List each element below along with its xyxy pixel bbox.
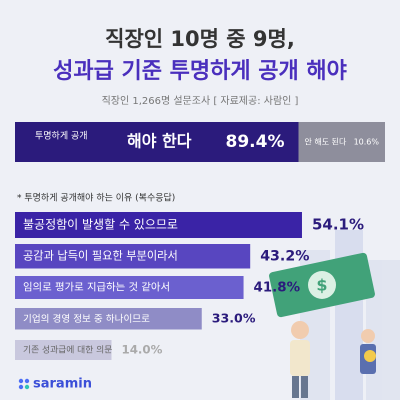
logo: saramin (18, 377, 92, 392)
category-label: 안 해도 된다 (305, 137, 348, 147)
bar (15, 212, 302, 238)
category-label: 기업의 경영 정보 중 하나이므로 (23, 313, 150, 325)
category-label: 해야 한다 (127, 132, 192, 151)
bar (15, 308, 202, 330)
value-label: 14.0% (122, 343, 163, 357)
value-label: 89.4% (226, 132, 285, 152)
logo-text: saramin (33, 377, 92, 392)
bar (15, 276, 244, 299)
bar-segment (298, 122, 385, 162)
value-label: 10.6% (354, 138, 380, 147)
bar-segment (15, 122, 299, 162)
title: 직장인 10명 중 9명, (105, 27, 295, 51)
value-label: 33.0% (212, 310, 256, 325)
value-label: 41.8% (254, 281, 300, 296)
bar (15, 244, 251, 269)
bar (15, 340, 112, 360)
subtitle: 직장인 1,266명 설문조사 [ 자료제공: 사람인 ] (102, 94, 299, 107)
category-label: 기존 성과급에 대한 의문 (23, 345, 112, 356)
category-label: 공감과 납득이 필요한 부분이라서 (23, 249, 178, 262)
category-label: 임의로 평가로 지급하는 것 같아서 (23, 281, 170, 294)
value-label: 43.2% (260, 248, 309, 264)
svg-text:$: $ (316, 276, 327, 295)
bar-label: 투명하게 공개 (35, 131, 88, 142)
value-label: 54.1% (312, 216, 364, 234)
title: 성과급 기준 투명하게 공개 해야 (53, 59, 347, 84)
illustration: $ (269, 230, 400, 400)
section-title: * 투명하게 공개해야 하는 이유 (복수응답) (17, 192, 175, 204)
category-label: 불공정함이 발생할 수 있으므로 (23, 218, 178, 232)
